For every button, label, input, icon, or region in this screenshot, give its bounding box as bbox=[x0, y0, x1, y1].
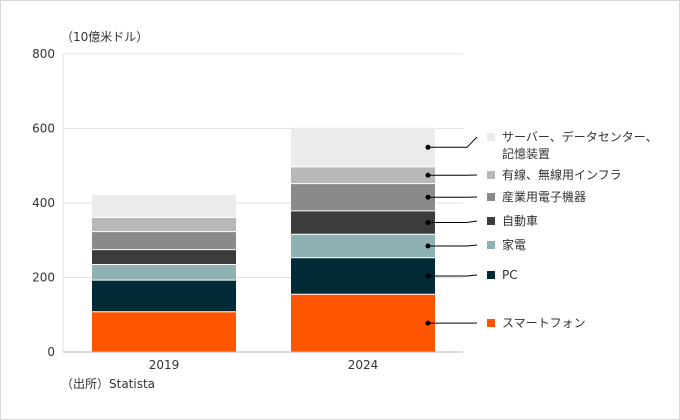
y-tick-label-200: 200 bbox=[32, 271, 55, 285]
legend-swatch-2 bbox=[487, 241, 495, 249]
bar-segment-2024-s1 bbox=[291, 257, 435, 295]
x-tick-label-2024: 2024 bbox=[348, 358, 379, 372]
legend-label-1: PC bbox=[502, 268, 518, 282]
legend: スマートフォン PC 家電 自動車 産業用電子機器 有線、無線用インフラ サーバー、データセ… bbox=[425, 129, 658, 330]
x-tick-label-2019: 2019 bbox=[149, 358, 180, 372]
bar-segment-2019-s4 bbox=[92, 231, 236, 250]
legend-label-2: 家電 bbox=[502, 237, 526, 252]
legend-swatch-6 bbox=[487, 133, 495, 141]
bar-segment-2024-s3 bbox=[291, 210, 435, 235]
legend-label-5: 有線、無線用インフラ bbox=[502, 167, 622, 182]
legend-swatch-1 bbox=[487, 271, 495, 279]
legend-leader-line-6 bbox=[428, 136, 478, 148]
axes: 0 200 400 600 800 2019 2024 bbox=[32, 47, 463, 372]
bar-segment-2024-s4 bbox=[291, 183, 435, 211]
legend-label-3: 自動車 bbox=[502, 214, 538, 228]
y-tick-label-800: 800 bbox=[32, 47, 55, 61]
legend-label-4: 産業用電子機器 bbox=[502, 189, 586, 204]
bar-segment-2019-s6 bbox=[92, 195, 236, 218]
bar-segment-2024-s2 bbox=[291, 234, 435, 258]
bar-segment-2024-s0 bbox=[291, 294, 435, 352]
legend-label-0: スマートフォン bbox=[502, 316, 586, 330]
legend-swatch-0 bbox=[487, 319, 495, 327]
bar-segment-2024-s5 bbox=[291, 166, 435, 184]
bar-segment-2024-s6 bbox=[291, 127, 435, 167]
legend-leader-line-1 bbox=[428, 274, 478, 277]
bar-segment-2019-s3 bbox=[92, 249, 236, 265]
unit-label: （10億米ドル） bbox=[61, 30, 148, 44]
y-tick-label-600: 600 bbox=[32, 122, 55, 136]
bar-segment-2019-s0 bbox=[92, 311, 236, 352]
bar-segment-2019-s2 bbox=[92, 264, 236, 281]
y-tick-label-400: 400 bbox=[32, 196, 55, 210]
legend-label-6-line0: サーバー、データセンター、 bbox=[502, 129, 658, 144]
bar-segment-2019-s5 bbox=[92, 217, 236, 232]
bars bbox=[92, 127, 435, 352]
legend-leader-line-2 bbox=[428, 244, 478, 247]
y-tick-label-0: 0 bbox=[47, 345, 55, 359]
legend-swatch-3 bbox=[487, 217, 495, 225]
source-label: （出所）Statista bbox=[61, 377, 155, 391]
legend-swatch-5 bbox=[487, 171, 495, 179]
bar-segment-2019-s1 bbox=[92, 280, 236, 312]
legend-leader-line-3 bbox=[428, 220, 478, 224]
legend-swatch-4 bbox=[487, 193, 495, 201]
legend-label-6-line1: 記憶装置 bbox=[502, 146, 550, 161]
